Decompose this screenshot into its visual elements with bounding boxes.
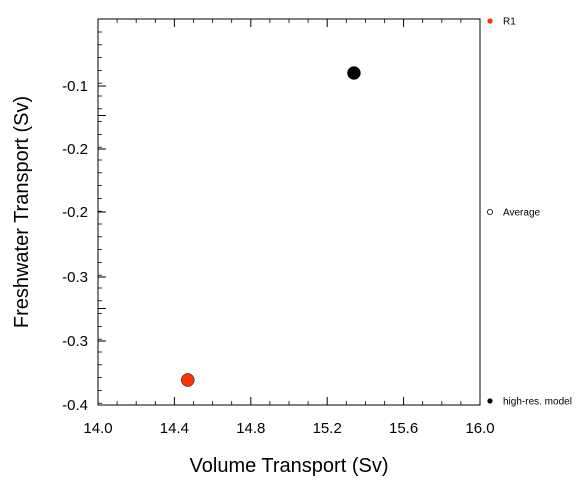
point-high-res-model: [347, 66, 361, 80]
x-tick-label: 16.0: [465, 420, 494, 437]
x-tick-label: 14.0: [83, 420, 112, 437]
major-ticks: [97, 19, 481, 406]
y-tick-label: -0.3: [62, 269, 88, 286]
x-tick-label: 15.2: [313, 420, 342, 437]
y-tick-label: -0.2: [62, 204, 88, 221]
x-tick-labels: 14.0 14.4 14.8 15.2 15.6 16.0: [83, 420, 494, 437]
y-axis-title: Freshwater Transport (Sv): [11, 96, 33, 328]
data-points: [181, 66, 361, 387]
legend: R1 Average high-res. model: [486, 17, 572, 408]
x-axis-title: Volume Transport (Sv): [190, 455, 389, 477]
legend-label: R1: [503, 17, 516, 28]
x-tick-label: 15.6: [389, 420, 418, 437]
y-tick-label: -0.2: [62, 141, 88, 158]
y-tick-label: -0.1: [62, 78, 88, 95]
legend-marker: [487, 18, 493, 24]
minor-ticks: [98, 19, 462, 405]
legend-marker: [487, 398, 493, 404]
plot-frame: [97, 18, 481, 406]
y-tick-label: -0.3: [62, 333, 88, 350]
legend-marker: [486, 208, 493, 215]
legend-label: high-res. model: [503, 397, 572, 408]
x-tick-label: 14.4: [160, 420, 189, 437]
x-tick-label: 14.8: [236, 420, 265, 437]
y-tick-labels: -0.1 -0.2 -0.2 -0.3 -0.3 -0.4: [62, 78, 88, 414]
y-tick-label: -0.4: [62, 397, 88, 414]
legend-label: Average: [503, 208, 541, 219]
point-r1: [181, 373, 195, 387]
